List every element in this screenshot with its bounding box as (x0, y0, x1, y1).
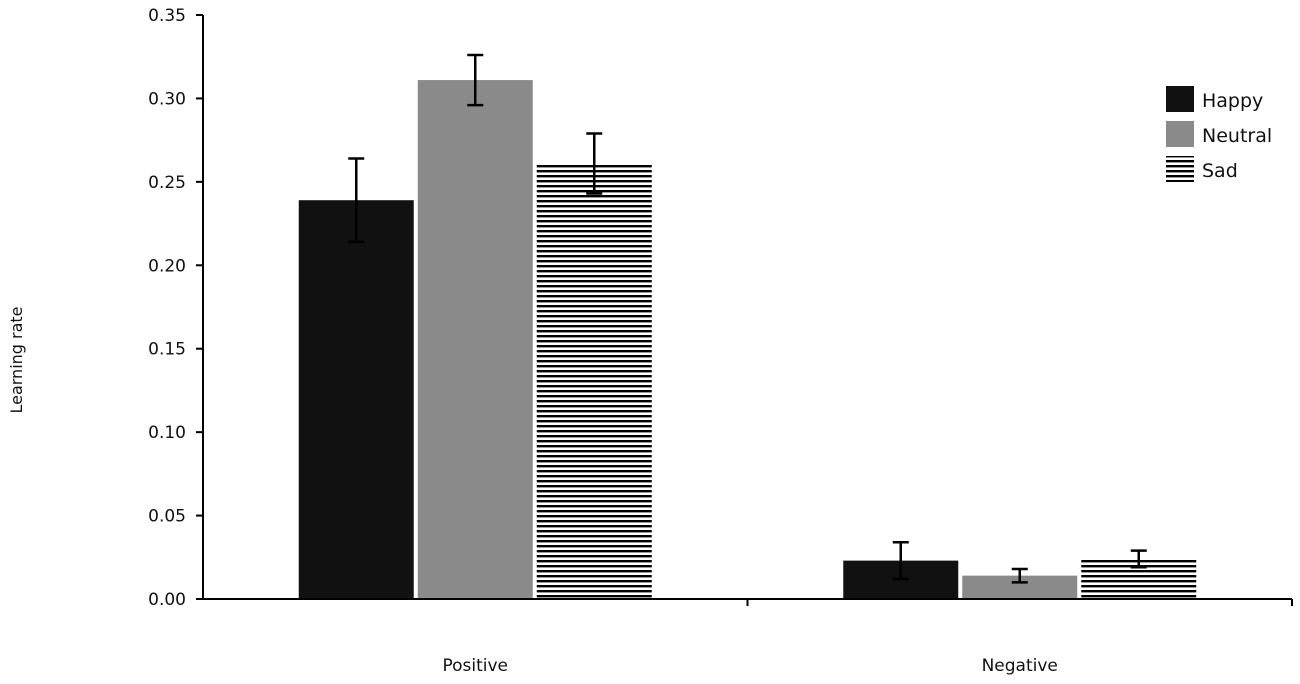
y-tick-label: 0.25 (148, 173, 186, 193)
y-tick-label: 0.00 (148, 590, 186, 610)
bar-sad-positive (536, 163, 652, 599)
y-tick-label: 0.10 (148, 423, 186, 443)
y-axis-title: Learning rate (7, 306, 26, 413)
y-axis-ticks: 0.00 0.05 0.10 0.15 0.20 0.25 0.30 0.35 (148, 6, 203, 610)
y-tick-label: 0.05 (148, 507, 186, 527)
legend-swatch-sad (1166, 156, 1194, 182)
legend-swatch-happy (1166, 86, 1194, 112)
bar-happy-positive (298, 200, 414, 599)
y-tick-label: 0.30 (148, 89, 186, 109)
category-label: Positive (442, 656, 508, 676)
legend: Happy Neutral Sad (1166, 86, 1272, 182)
category-labels: Positive Negative (442, 599, 1293, 676)
bar-neutral-negative (962, 575, 1078, 599)
error-bars (348, 53, 1147, 584)
legend-swatch-neutral (1166, 121, 1194, 147)
legend-label-happy: Happy (1202, 90, 1263, 112)
bars (298, 80, 1197, 600)
y-tick-label: 0.20 (148, 256, 186, 276)
y-tick-label: 0.35 (148, 6, 186, 26)
bar-neutral-positive (417, 80, 533, 600)
legend-label-neutral: Neutral (1202, 125, 1272, 147)
legend-label-sad: Sad (1202, 160, 1238, 182)
category-label: Negative (982, 656, 1058, 676)
y-tick-label: 0.15 (148, 340, 186, 360)
